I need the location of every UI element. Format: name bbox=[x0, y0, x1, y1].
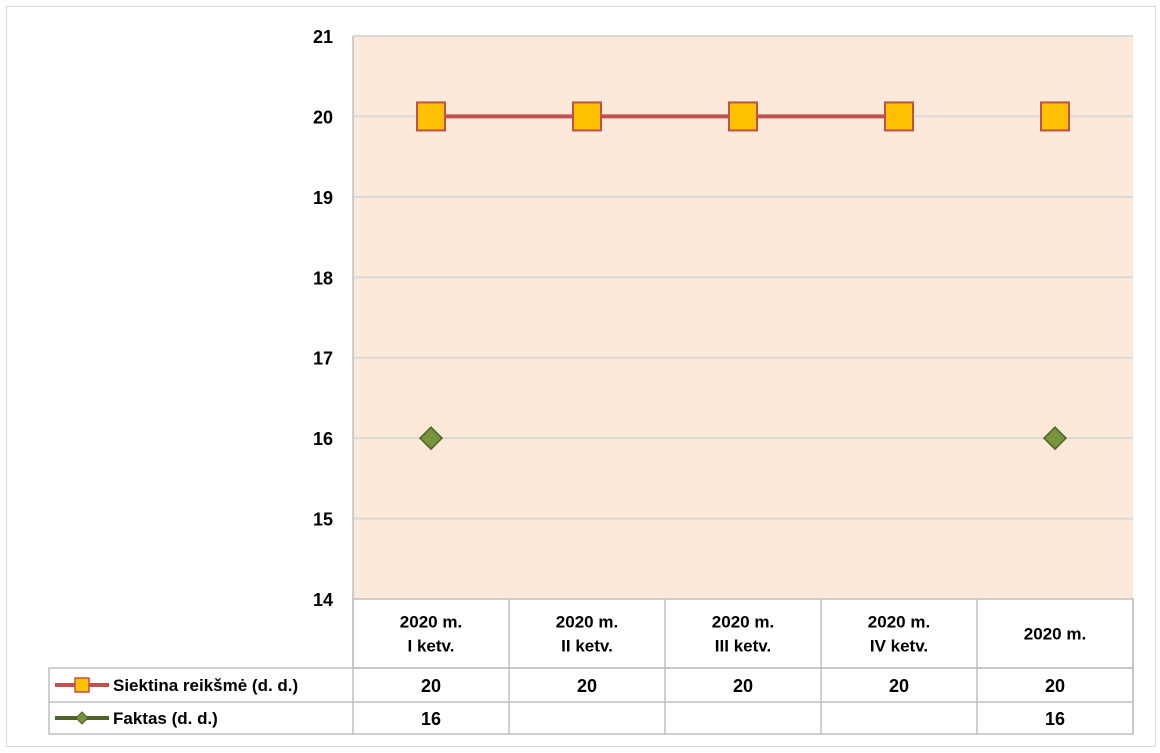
y-tick-label: 21 bbox=[313, 27, 333, 47]
data-point-diamond bbox=[1042, 426, 1068, 451]
data-value-label: 16 bbox=[421, 709, 441, 729]
data-value-label: 20 bbox=[1045, 676, 1065, 696]
legend-key-marker bbox=[74, 677, 90, 693]
legend-label: Faktas (d. d.) bbox=[113, 709, 218, 728]
chart-frame: 21 20 19 18 17 16 15 14 2020 m. I ketv. 2020 m. II… bbox=[6, 6, 1156, 747]
legend-label: Siektina reikšmė (d. d.) bbox=[113, 676, 298, 695]
category-label: 2020 m. bbox=[1024, 625, 1086, 644]
category-label: I ketv. bbox=[408, 637, 455, 656]
category-row bbox=[352, 598, 1134, 669]
category-label: 2020 m. bbox=[868, 613, 930, 632]
data-point-diamond bbox=[418, 426, 444, 451]
y-tick-label: 16 bbox=[313, 429, 333, 449]
series-layer bbox=[416, 101, 1070, 451]
data-point-square bbox=[572, 101, 602, 132]
category-label: 2020 m. bbox=[712, 613, 774, 632]
data-point-square bbox=[728, 101, 758, 132]
data-value-label: 20 bbox=[889, 676, 909, 696]
line-chart: 21 20 19 18 17 16 15 14 2020 m. I ketv. 2020 m. II… bbox=[48, 27, 1134, 735]
data-table: 2020 m. I ketv. 2020 m. II ketv. 2020 m. III … bbox=[48, 598, 1134, 735]
category-label: III ketv. bbox=[715, 637, 771, 656]
data-value-label: 20 bbox=[421, 676, 441, 696]
data-point-square bbox=[416, 101, 446, 132]
category-label: 2020 m. bbox=[556, 613, 618, 632]
category-label: IV ketv. bbox=[870, 637, 928, 656]
data-point-square bbox=[1040, 101, 1070, 132]
data-value-label: 16 bbox=[1045, 709, 1065, 729]
y-tick-label: 15 bbox=[313, 510, 333, 530]
y-tick-label: 14 bbox=[313, 590, 333, 610]
category-label: 2020 m. bbox=[400, 613, 462, 632]
y-tick-label: 18 bbox=[313, 268, 333, 288]
y-tick-label: 19 bbox=[313, 188, 333, 208]
y-tick-label: 20 bbox=[313, 107, 333, 127]
y-tick-label: 17 bbox=[313, 349, 333, 369]
category-label: II ketv. bbox=[561, 637, 613, 656]
data-point-square bbox=[884, 101, 914, 132]
data-value-label: 20 bbox=[733, 676, 753, 696]
y-axis: 21 20 19 18 17 16 15 14 bbox=[313, 27, 354, 610]
legend-key-marker bbox=[75, 711, 89, 725]
data-value-label: 20 bbox=[577, 676, 597, 696]
